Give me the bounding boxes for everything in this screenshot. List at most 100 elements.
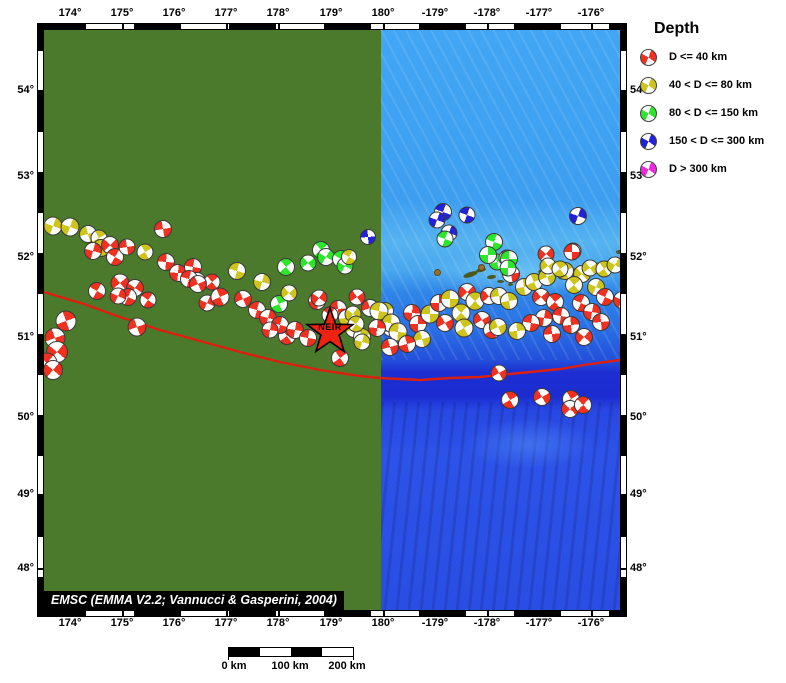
lon-tick-bottom [278, 610, 280, 617]
focal-mechanism [596, 288, 614, 306]
island [496, 279, 504, 283]
focal-mechanism [106, 248, 124, 266]
credit-badge: EMSC (EMMA V2.2; Vannucci & Gasperini, 2… [44, 591, 344, 610]
focal-mechanism [381, 338, 399, 356]
lat-label-right: 51° [630, 331, 647, 343]
lon-tick-top [278, 23, 280, 30]
focal-mechanism [234, 290, 252, 308]
legend-item-label: D > 300 km [669, 163, 727, 175]
focal-mechanism [490, 364, 508, 382]
focal-mechanism [592, 313, 610, 331]
legend-title: Depth [654, 20, 700, 37]
lat-tick-left [37, 337, 44, 339]
epicenter-star-label: NEIR [318, 322, 342, 332]
lon-tick-bottom [226, 610, 228, 617]
focal-mechanism [562, 316, 580, 334]
lon-tick-bottom [435, 610, 437, 617]
map-frame-right [620, 23, 627, 617]
focal-mechanism [84, 242, 102, 260]
lon-label-top: 180° [371, 7, 395, 19]
lat-label-left: 53° [17, 170, 34, 182]
deep-basin-highlight [464, 418, 594, 470]
map-area: NEIR EMSC (EMMA V2.2; Vannucci & Gasperi… [43, 29, 621, 611]
focal-mechanism [341, 249, 357, 265]
focal-mechanism [575, 328, 593, 346]
legend-item-d300: 150 < D <= 300 km [640, 132, 786, 150]
legend-item-label: 40 < D <= 80 km [669, 79, 752, 91]
lat-tick-right [620, 337, 627, 339]
lon-tick-top [487, 23, 489, 30]
lon-label-bottom: 178° [266, 617, 290, 629]
lon-label-top: 178° [266, 7, 290, 19]
epicenter-star-icon [304, 305, 356, 358]
focal-mechanism [210, 287, 230, 307]
focal-mechanism [360, 229, 376, 245]
lon-tick-bottom [174, 610, 176, 617]
focal-mechanism [489, 318, 507, 336]
focal-mechanism [454, 318, 474, 338]
focal-mechanism [458, 206, 476, 224]
lon-tick-top [331, 23, 333, 30]
focal-mechanism [118, 238, 136, 256]
lon-label-top: 176° [162, 7, 186, 19]
lat-tick-left [37, 494, 44, 496]
lon-tick-top [226, 23, 228, 30]
focal-mechanism [310, 289, 328, 307]
focal-mechanism [277, 258, 295, 276]
focal-mechanism [533, 388, 551, 406]
lat-tick-right [620, 494, 627, 496]
lat-label-left: 50° [17, 411, 34, 423]
lat-label-right: 49° [630, 488, 647, 500]
legend-item-d150: 80 < D <= 150 km [640, 104, 786, 122]
focal-mechanism [569, 207, 587, 225]
focal-mechanism [55, 310, 77, 332]
focal-mechanism [501, 391, 519, 409]
lon-tick-top [383, 23, 385, 30]
focal-mechanism [574, 396, 592, 414]
lat-tick-left [37, 176, 44, 178]
focal-mechanism [436, 230, 454, 248]
lon-label-top: -177° [525, 7, 553, 19]
focal-mechanism [88, 282, 106, 300]
lon-label-bottom: -177° [525, 617, 553, 629]
lat-tick-left [37, 417, 44, 419]
focal-mechanism [543, 325, 561, 343]
lon-label-bottom: 177° [214, 617, 238, 629]
lat-label-left: 51° [17, 331, 34, 343]
focal-mechanism [563, 243, 581, 261]
lon-label-top: 174° [58, 7, 82, 19]
focal-mechanism [499, 259, 517, 277]
focal-mechanism [44, 360, 63, 380]
focal-mechanism [440, 289, 460, 309]
focal-mechanism [154, 220, 172, 238]
focal-mechanism [565, 276, 583, 294]
scale-label-200: 200 km [328, 660, 366, 672]
focal-mechanism [189, 275, 207, 293]
lon-tick-bottom [383, 610, 385, 617]
focal-mechanism [500, 292, 518, 310]
legend-item-label: 150 < D <= 300 km [669, 135, 765, 147]
focal-mechanism [398, 335, 416, 353]
focal-mechanism [606, 256, 620, 274]
focal-mechanism [139, 291, 157, 309]
scale-end-tick [228, 647, 229, 660]
scale-segment [229, 648, 260, 656]
lat-label-left: 48° [17, 562, 34, 574]
focal-mechanism [60, 217, 80, 237]
island [507, 282, 513, 286]
focal-mechanism [261, 321, 279, 339]
scale-end-tick [353, 647, 354, 660]
lat-label-left: 52° [17, 251, 34, 263]
lat-label-left: 54° [17, 84, 34, 96]
lon-tick-bottom [591, 610, 593, 617]
lon-tick-top [591, 23, 593, 30]
focal-mechanism [508, 322, 526, 340]
focal-mechanism [280, 284, 298, 302]
depth-legend: Depth D <= 40 km 40 < D <= 80 km 80 < D … [640, 20, 786, 188]
lon-label-bottom: -178° [473, 617, 501, 629]
lon-label-top: -179° [421, 7, 449, 19]
island [616, 250, 620, 254]
depth-ball-icon-red [640, 48, 657, 66]
focal-mechanism [353, 333, 371, 351]
